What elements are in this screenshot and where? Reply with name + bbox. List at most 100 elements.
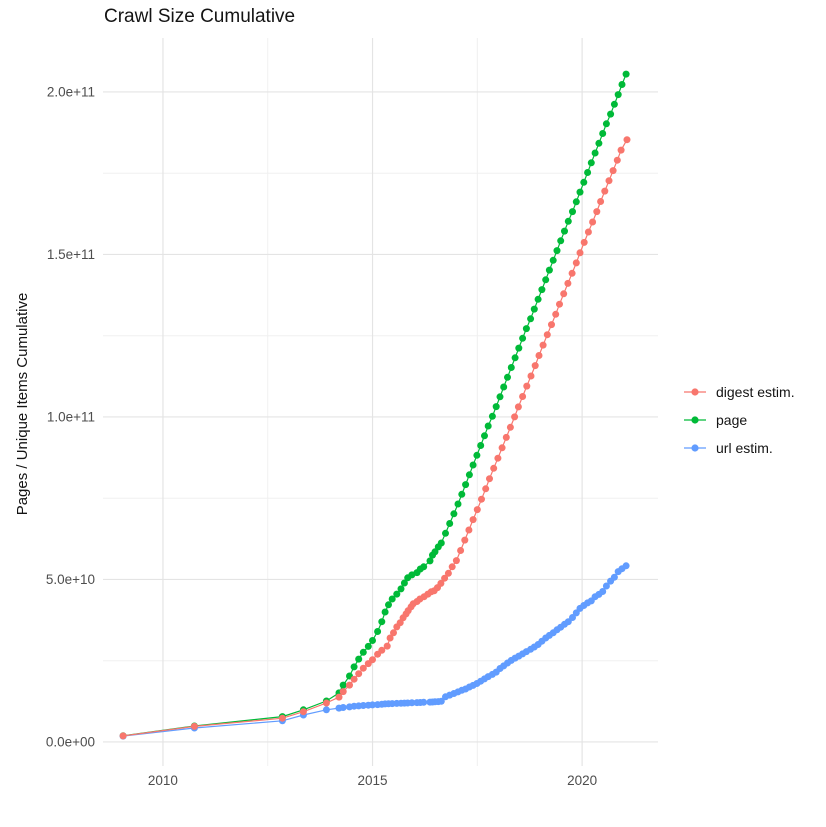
data-point [426, 557, 434, 565]
data-point [531, 362, 539, 370]
data-point [580, 238, 588, 246]
data-point [609, 167, 617, 175]
data-point [437, 697, 445, 705]
data-point [523, 382, 531, 390]
data-point [539, 341, 547, 349]
data-point [457, 547, 465, 554]
data-point [564, 217, 572, 225]
legend-item-digest-estim: digest estim. [683, 380, 795, 403]
data-point [622, 70, 630, 78]
data-point [397, 585, 405, 593]
data-point [486, 475, 493, 483]
data-point [589, 218, 597, 226]
data-point [359, 664, 367, 672]
data-point [569, 208, 576, 216]
legend-key-page-icon [684, 415, 706, 424]
data-point [580, 178, 588, 186]
data-point [556, 300, 563, 308]
data-point [465, 526, 473, 534]
data-point [527, 315, 535, 323]
data-point [613, 156, 621, 164]
data-point [522, 325, 530, 333]
data-point [561, 227, 568, 235]
data-point [408, 699, 416, 707]
data-point [500, 383, 508, 391]
data-point [359, 702, 367, 709]
data-point [557, 237, 565, 245]
data-point [369, 656, 376, 664]
data-point [462, 481, 470, 489]
data-point [607, 110, 615, 118]
data-point [420, 698, 428, 706]
data-point [617, 146, 625, 154]
data-point [469, 516, 477, 524]
x-tick-label: 2015 [358, 773, 388, 788]
data-point [496, 393, 504, 401]
data-point [355, 670, 363, 678]
data-point [545, 266, 553, 274]
data-point [450, 510, 458, 518]
data-point [386, 634, 394, 642]
data-point [431, 548, 439, 556]
data-point [339, 704, 347, 711]
data-point [569, 614, 576, 621]
data-point [437, 579, 445, 587]
legend-item-page: page [683, 408, 795, 431]
data-point [458, 490, 466, 498]
chart-title: Crawl Size Cumulative [104, 6, 296, 27]
data-point [452, 557, 460, 565]
data-point [494, 454, 502, 462]
data-point [599, 588, 607, 595]
data-point [542, 276, 550, 284]
data-point [477, 442, 485, 449]
data-point [530, 305, 538, 313]
data-point [444, 569, 452, 577]
data-point [584, 169, 592, 176]
data-point [543, 331, 551, 339]
data-point [482, 485, 490, 493]
data-point [322, 699, 330, 707]
data-point [390, 629, 397, 637]
data-point [369, 701, 376, 709]
data-point [602, 582, 610, 590]
data-point [278, 714, 286, 722]
data-point [502, 433, 510, 441]
data-point [591, 149, 599, 157]
data-point [549, 256, 557, 264]
legend-label-page: page [716, 411, 748, 428]
data-point [442, 529, 449, 537]
legend-key-url-icon [684, 443, 706, 452]
data-point [355, 655, 363, 663]
data-point [605, 177, 613, 185]
data-point [548, 321, 555, 329]
data-point [393, 590, 401, 598]
data-point [119, 732, 127, 740]
data-point [339, 688, 347, 696]
data-point [534, 295, 542, 303]
legend: digest estim. page url estim. [683, 380, 795, 459]
data-point [610, 573, 618, 581]
data-point [572, 259, 580, 267]
data-point [350, 675, 358, 683]
data-point [388, 595, 396, 603]
data-point [437, 539, 445, 547]
data-point [560, 290, 568, 298]
data-point [484, 422, 492, 430]
data-point [519, 334, 527, 342]
y-tick-label: 2.0e+11 [47, 84, 95, 99]
series-line-digest-estim- [123, 139, 628, 737]
data-point [446, 520, 454, 527]
data-point [454, 500, 462, 508]
data-point [519, 393, 527, 400]
y-tick-label: 5.0e+10 [46, 572, 95, 587]
data-point [514, 403, 522, 411]
x-tick-label: 2020 [567, 773, 597, 788]
data-point [492, 403, 500, 411]
data-point [369, 637, 376, 644]
legend-label-digest-estim: digest estim. [716, 383, 795, 400]
data-point [587, 159, 595, 167]
data-point [461, 536, 469, 544]
data-point [350, 663, 358, 671]
data-point [478, 495, 485, 503]
